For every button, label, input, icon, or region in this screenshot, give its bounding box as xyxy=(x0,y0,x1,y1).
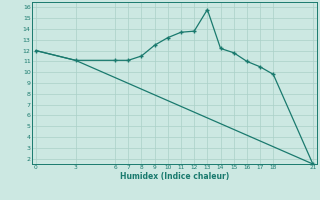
X-axis label: Humidex (Indice chaleur): Humidex (Indice chaleur) xyxy=(120,172,229,181)
